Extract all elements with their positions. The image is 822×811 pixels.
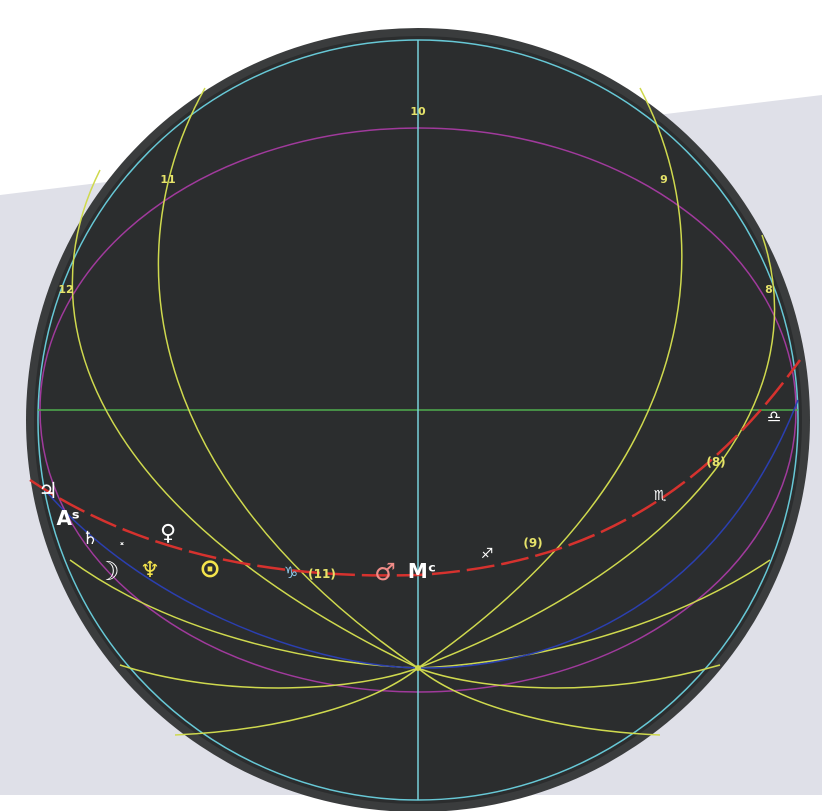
house-lines <box>69 87 776 736</box>
house-label-9: 9 <box>660 173 668 186</box>
uranus-glyph: ˟ <box>119 542 126 558</box>
house-line-8 <box>417 234 776 669</box>
jupiter-glyph: ♃ <box>38 479 58 504</box>
house-label-10: 10 <box>410 105 426 118</box>
saturn-glyph: ♄ <box>82 528 98 549</box>
ascendant-glyph: Aˢ <box>56 506 79 530</box>
blue-arc <box>44 399 799 669</box>
house-line-bottom-right <box>417 664 721 689</box>
capricorn-glyph: ♑ <box>284 563 298 582</box>
venus-glyph: ♀ <box>160 521 176 546</box>
ecliptic-line <box>29 359 802 577</box>
ecliptic-label-9: (9) <box>523 536 542 550</box>
house-line-9 <box>417 87 683 669</box>
house-label-11: 11 <box>160 173 175 186</box>
libra-glyph: ♎ <box>767 407 781 426</box>
scorpio-glyph: ♏ <box>654 488 667 504</box>
mc-glyph: Mᶜ <box>408 559 436 583</box>
ecliptic-label-8: (8) <box>706 455 725 469</box>
house-line-bottom-left <box>119 664 419 689</box>
house-line-12 <box>71 169 419 669</box>
moon-glyph: ☽ <box>96 557 119 587</box>
ecliptic-label-11: (11) <box>308 567 336 581</box>
house-label-12: 12 <box>58 283 73 296</box>
sagittarius-glyph: ♐ <box>481 546 494 562</box>
house-line-11 <box>157 87 419 669</box>
house-line-lower-right <box>417 559 771 669</box>
nadir-point <box>415 665 421 671</box>
house-line-low-left <box>174 667 419 736</box>
mars-glyph: ♂ <box>374 558 396 586</box>
sun-glyph: ⊙ <box>199 554 221 584</box>
house-label-8: 8 <box>765 283 773 296</box>
pluto-glyph: ♆ <box>140 558 160 583</box>
house-line-low-right <box>417 667 661 736</box>
